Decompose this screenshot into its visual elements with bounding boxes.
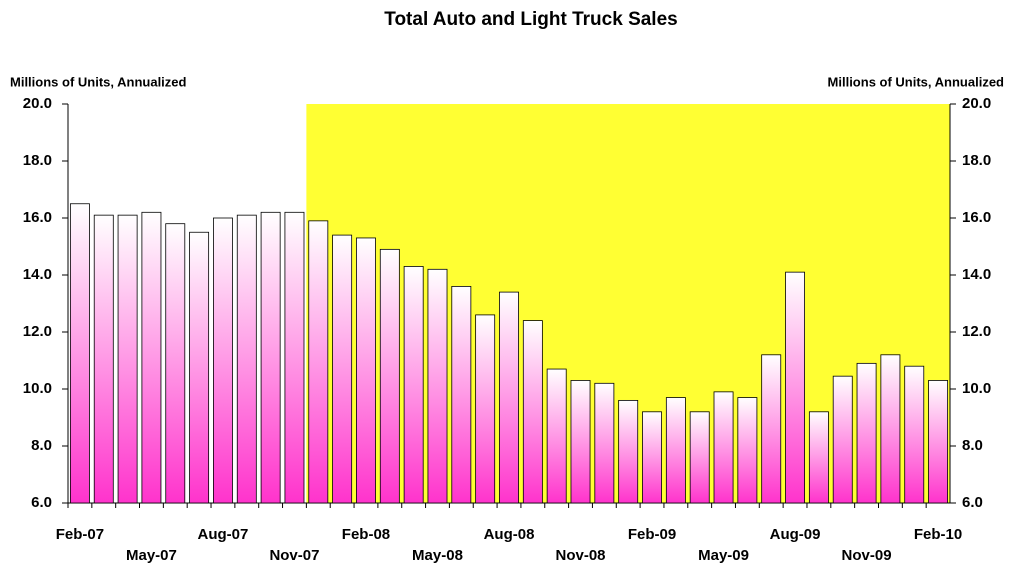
x-tick-label: May-07	[126, 547, 177, 564]
y-tick-label: 8.0	[31, 437, 52, 454]
bar	[856, 362, 877, 504]
x-tick-label: Feb-07	[56, 526, 104, 543]
y2-tick-label: 10.0	[962, 380, 991, 397]
y-tick-label: 14.0	[23, 266, 52, 283]
bar	[427, 268, 448, 504]
y-tick-label: 12.0	[23, 323, 52, 340]
bar	[880, 354, 901, 504]
bar	[93, 214, 114, 504]
bar	[332, 234, 353, 504]
y2-axis-label: Millions of Units, Annualized	[828, 74, 1005, 89]
bar	[642, 411, 662, 504]
bar	[165, 223, 186, 504]
bar	[284, 211, 305, 504]
x-tick-label: May-09	[698, 547, 749, 564]
y-tick-label: 10.0	[23, 380, 52, 397]
bar	[618, 399, 639, 504]
y2-tick-label: 18.0	[962, 152, 991, 169]
bar	[785, 271, 805, 504]
y2-tick-label: 8.0	[962, 437, 983, 454]
y-tick-label: 20.0	[23, 95, 52, 112]
x-tick-label: Feb-08	[342, 526, 390, 543]
bar	[260, 211, 281, 504]
bar	[713, 391, 734, 504]
bar	[356, 237, 376, 504]
bar	[689, 411, 710, 504]
bar	[665, 397, 686, 504]
x-tick-label: Feb-10	[914, 526, 962, 543]
x-tick-label: Feb-09	[628, 526, 676, 543]
y-axis-label: Millions of Units, Annualized	[10, 74, 187, 89]
bar	[475, 314, 496, 504]
x-tick-label: Nov-09	[842, 547, 892, 564]
bar	[117, 214, 138, 504]
bar	[546, 368, 567, 504]
bar	[737, 397, 758, 504]
bar	[69, 203, 90, 504]
bar	[832, 375, 853, 504]
bar	[761, 354, 782, 504]
x-tick-label: Nov-07	[269, 547, 319, 564]
y-tick-label: 6.0	[31, 494, 52, 511]
x-tick-label: Aug-08	[484, 526, 535, 543]
bar	[570, 380, 591, 504]
bar	[928, 380, 949, 504]
bar	[499, 291, 519, 504]
bar	[213, 217, 233, 504]
y2-tick-label: 20.0	[962, 95, 991, 112]
x-tick-label: Nov-08	[555, 547, 605, 564]
bar	[379, 248, 400, 504]
bar	[451, 285, 472, 504]
bar	[594, 382, 615, 504]
bar	[808, 411, 829, 504]
y2-tick-label: 16.0	[962, 209, 991, 226]
bar	[236, 214, 257, 504]
x-tick-label: May-08	[412, 547, 463, 564]
bar	[904, 365, 925, 504]
y-tick-label: 16.0	[23, 209, 52, 226]
bar	[308, 220, 329, 504]
bar	[522, 320, 543, 504]
y2-tick-label: 6.0	[962, 494, 983, 511]
chart-title: Total Auto and Light Truck Sales	[384, 9, 677, 30]
bar	[189, 231, 210, 504]
y-tick-label: 18.0	[23, 152, 52, 169]
bar	[403, 266, 424, 504]
bar	[141, 211, 162, 504]
y2-tick-label: 12.0	[962, 323, 991, 340]
x-tick-label: Aug-07	[198, 526, 249, 543]
x-tick-label: Aug-09	[770, 526, 821, 543]
y2-tick-label: 14.0	[962, 266, 991, 283]
